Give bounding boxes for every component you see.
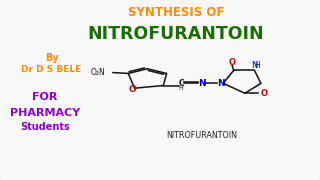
Text: O₂N: O₂N bbox=[90, 68, 105, 77]
Text: H: H bbox=[254, 61, 260, 70]
Text: SYNTHESIS OF: SYNTHESIS OF bbox=[128, 6, 224, 19]
Text: N: N bbox=[198, 79, 206, 88]
Text: O: O bbox=[228, 58, 236, 67]
Text: O: O bbox=[260, 89, 268, 98]
Text: N: N bbox=[217, 79, 224, 88]
Text: NITROFURANTOIN: NITROFURANTOIN bbox=[88, 25, 265, 43]
Text: Dr D S BELE: Dr D S BELE bbox=[21, 65, 82, 74]
Text: H: H bbox=[179, 86, 183, 91]
Text: By: By bbox=[45, 53, 59, 63]
Text: Students: Students bbox=[20, 122, 70, 132]
Text: O: O bbox=[129, 85, 136, 94]
Text: FOR: FOR bbox=[32, 92, 58, 102]
Text: PHARMACY: PHARMACY bbox=[10, 108, 80, 118]
Text: N: N bbox=[251, 61, 258, 70]
Text: NITROFURANTOIN: NITROFURANTOIN bbox=[166, 130, 237, 140]
Text: C: C bbox=[178, 79, 184, 88]
